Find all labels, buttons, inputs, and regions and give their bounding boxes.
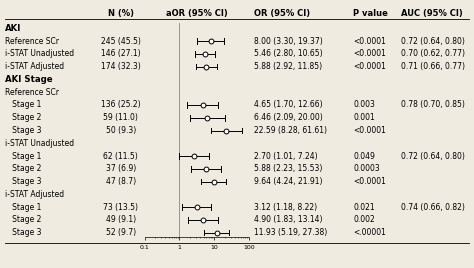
Text: <0.0001: <0.0001 — [353, 126, 386, 135]
Text: 11.93 (5.19, 27.38): 11.93 (5.19, 27.38) — [254, 228, 327, 237]
Text: Stage 1: Stage 1 — [5, 152, 41, 161]
Text: 9.64 (4.24, 21.91): 9.64 (4.24, 21.91) — [254, 177, 322, 186]
Text: AKI: AKI — [5, 24, 21, 33]
Text: <0.0001: <0.0001 — [353, 37, 386, 46]
Text: Reference SCr: Reference SCr — [5, 37, 59, 46]
Text: AUC (95% CI): AUC (95% CI) — [401, 9, 462, 18]
Text: AKI Stage: AKI Stage — [5, 75, 52, 84]
Text: <0.0001: <0.0001 — [353, 49, 386, 58]
Text: 0.0003: 0.0003 — [353, 164, 380, 173]
Text: Stage 2: Stage 2 — [5, 113, 41, 122]
Text: i-STAT Adjusted: i-STAT Adjusted — [5, 62, 64, 71]
Text: i-STAT Adjusted: i-STAT Adjusted — [5, 190, 64, 199]
Text: 0.002: 0.002 — [353, 215, 375, 224]
Text: 50 (9.3): 50 (9.3) — [106, 126, 136, 135]
Text: 0.70 (0.62, 0.77): 0.70 (0.62, 0.77) — [401, 49, 465, 58]
Text: 8.00 (3.30, 19.37): 8.00 (3.30, 19.37) — [254, 37, 322, 46]
Text: Stage 1: Stage 1 — [5, 100, 41, 109]
Text: i-STAT Unadjusted: i-STAT Unadjusted — [5, 139, 74, 148]
Text: 2.70 (1.01, 7.24): 2.70 (1.01, 7.24) — [254, 152, 317, 161]
Text: Stage 3: Stage 3 — [5, 177, 41, 186]
Text: 0.049: 0.049 — [353, 152, 375, 161]
Text: 37 (6.9): 37 (6.9) — [106, 164, 136, 173]
Text: Reference SCr: Reference SCr — [5, 88, 59, 97]
Text: Stage 2: Stage 2 — [5, 215, 41, 224]
Text: <0.0001: <0.0001 — [353, 177, 386, 186]
Text: 5.88 (2.23, 15.53): 5.88 (2.23, 15.53) — [254, 164, 322, 173]
Text: 3.12 (1.18, 8.22): 3.12 (1.18, 8.22) — [254, 203, 317, 212]
Text: 0.001: 0.001 — [353, 113, 375, 122]
Text: 5.88 (2.92, 11.85): 5.88 (2.92, 11.85) — [254, 62, 322, 71]
Text: Stage 3: Stage 3 — [5, 126, 41, 135]
Text: 174 (32.3): 174 (32.3) — [101, 62, 141, 71]
Text: 0.78 (0.70, 0.85): 0.78 (0.70, 0.85) — [401, 100, 465, 109]
Text: 0.021: 0.021 — [353, 203, 375, 212]
Text: 245 (45.5): 245 (45.5) — [101, 37, 141, 46]
Text: 5.46 (2.80, 10.65): 5.46 (2.80, 10.65) — [254, 49, 322, 58]
Text: 0.74 (0.66, 0.82): 0.74 (0.66, 0.82) — [401, 203, 465, 212]
Text: i-STAT Unadjusted: i-STAT Unadjusted — [5, 49, 74, 58]
Text: Stage 1: Stage 1 — [5, 203, 41, 212]
Text: <0.0001: <0.0001 — [353, 62, 386, 71]
Text: 4.90 (1.83, 13.14): 4.90 (1.83, 13.14) — [254, 215, 322, 224]
Text: N (%): N (%) — [108, 9, 134, 18]
Text: Stage 2: Stage 2 — [5, 164, 41, 173]
Text: 73 (13.5): 73 (13.5) — [103, 203, 138, 212]
Text: 136 (25.2): 136 (25.2) — [101, 100, 141, 109]
Text: P value: P value — [353, 9, 388, 18]
Text: 0.003: 0.003 — [353, 100, 375, 109]
Text: 6.46 (2.09, 20.00): 6.46 (2.09, 20.00) — [254, 113, 322, 122]
Text: 49 (9.1): 49 (9.1) — [106, 215, 136, 224]
Text: 0.72 (0.64, 0.80): 0.72 (0.64, 0.80) — [401, 152, 465, 161]
Text: 52 (9.7): 52 (9.7) — [106, 228, 136, 237]
Text: 146 (27.1): 146 (27.1) — [101, 49, 141, 58]
Text: OR (95% CI): OR (95% CI) — [254, 9, 310, 18]
Text: 59 (11.0): 59 (11.0) — [103, 113, 138, 122]
Text: <.00001: <.00001 — [353, 228, 386, 237]
Text: aOR (95% CI): aOR (95% CI) — [166, 9, 228, 18]
Text: 22.59 (8.28, 61.61): 22.59 (8.28, 61.61) — [254, 126, 327, 135]
Text: 0.71 (0.66, 0.77): 0.71 (0.66, 0.77) — [401, 62, 465, 71]
Text: 0.72 (0.64, 0.80): 0.72 (0.64, 0.80) — [401, 37, 465, 46]
Text: 47 (8.7): 47 (8.7) — [106, 177, 136, 186]
Text: 4.65 (1.70, 12.66): 4.65 (1.70, 12.66) — [254, 100, 322, 109]
Text: 62 (11.5): 62 (11.5) — [103, 152, 138, 161]
Text: Stage 3: Stage 3 — [5, 228, 41, 237]
